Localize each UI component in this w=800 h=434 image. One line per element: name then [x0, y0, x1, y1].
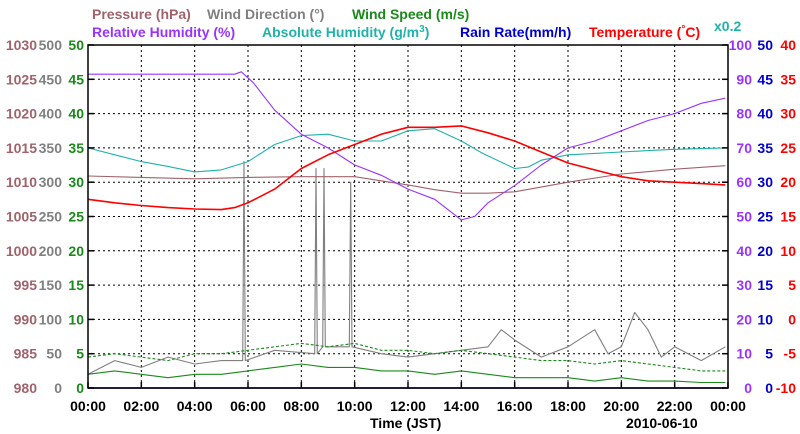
axes-layer: 00:00 02:00 04:00 06:00 08:00 10:00 12:00 14:00…: [6, 37, 796, 414]
legend-wind-speed: Wind Speed (m/s): [352, 6, 469, 22]
y-label-temp: -5: [784, 346, 797, 362]
y-label-rain: 45: [757, 71, 773, 87]
x-tick-label: 12:00: [390, 398, 426, 414]
y-label-wind-dir: 200: [39, 243, 63, 259]
y-label-temp: 5: [788, 277, 796, 293]
grid: [88, 45, 728, 388]
y-label-pressure: 1015: [6, 140, 37, 156]
y-label-rh: 70: [736, 140, 752, 156]
legend-relative-humidity: Relative Humidity (%): [92, 24, 235, 40]
y-label-rh: 100: [729, 37, 753, 53]
y-label-rain: 50: [757, 37, 773, 53]
y-label-rh: 30: [736, 277, 752, 293]
x-tick-label: 00:00: [70, 398, 106, 414]
legend-temperature: Temperature (°C): [589, 24, 700, 40]
y-label-pressure: 990: [14, 311, 38, 327]
series-line-temp: [87, 125, 726, 211]
y-label-wind-dir: 50: [46, 346, 62, 362]
y-label-wind-speed: 15: [68, 277, 84, 293]
date-label: 2010-06-10: [626, 415, 698, 431]
y-label-temp: 40: [780, 37, 796, 53]
y-label-temp: 25: [780, 140, 796, 156]
series-line-wind-dir: [87, 161, 726, 375]
y-label-wind-dir: 400: [39, 106, 63, 122]
x-tick-label: 02:00: [123, 398, 159, 414]
x-tick-label: 08:00: [283, 398, 319, 414]
x-tick-label: 06:00: [230, 398, 266, 414]
y-label-wind-speed: 20: [68, 243, 84, 259]
y-label-rh: 60: [736, 174, 752, 190]
y-label-temp: 0: [788, 311, 796, 327]
series-line-pressure: [87, 165, 726, 194]
y-label-wind-speed: 35: [68, 140, 84, 156]
y-label-pressure: 1010: [6, 174, 37, 190]
y-label-wind-dir: 500: [39, 37, 63, 53]
legend-wind-direction: Wind Direction (°): [207, 6, 324, 22]
y-label-wind-speed: 5: [76, 346, 84, 362]
y-label-temp: 35: [780, 71, 796, 87]
y-label-temp: 30: [780, 106, 796, 122]
y-label-rain: 15: [757, 277, 773, 293]
y-label-rh: 0: [744, 380, 752, 396]
y-label-wind-dir: 100: [39, 311, 63, 327]
x-tick-label: 16:00: [497, 398, 533, 414]
y-label-rain: 40: [757, 106, 773, 122]
y-label-temp: -10: [776, 380, 796, 396]
x-tick-label: 20:00: [603, 398, 639, 414]
y-label-wind-speed: 0: [76, 380, 84, 396]
x-tick-label: 04:00: [177, 398, 213, 414]
y-label-temp: 15: [780, 209, 796, 225]
scale-note: x0.2: [714, 18, 741, 34]
y-label-wind-dir: 350: [39, 140, 63, 156]
y-label-pressure: 980: [14, 380, 38, 396]
y-label-temp: 20: [780, 174, 796, 190]
y-label-wind-dir: 250: [39, 209, 63, 225]
y-label-pressure: 1020: [6, 106, 37, 122]
x-tick-label: 10:00: [337, 398, 373, 414]
legend-rain-rate: Rain Rate(mm/h): [460, 24, 571, 40]
y-label-pressure: 1030: [6, 37, 37, 53]
y-label-rain: 30: [757, 174, 773, 190]
y-label-wind-speed: 25: [68, 209, 84, 225]
y-label-wind-dir: 450: [39, 71, 63, 87]
series-line-ah: [87, 128, 726, 173]
y-label-rh: 20: [736, 311, 752, 327]
y-label-rh: 10: [736, 346, 752, 362]
y-label-wind-speed: 45: [68, 71, 84, 87]
x-tick-label: 14:00: [443, 398, 479, 414]
y-label-wind-speed: 30: [68, 174, 84, 190]
y-label-rain: 0: [765, 380, 773, 396]
y-label-rh: 40: [736, 243, 752, 259]
y-label-rh: 50: [736, 209, 752, 225]
y-label-rain: 25: [757, 209, 773, 225]
y-label-pressure: 1025: [6, 71, 37, 87]
y-label-rain: 20: [757, 243, 773, 259]
y-label-temp: 10: [780, 243, 796, 259]
y-label-wind-dir: 0: [54, 380, 62, 396]
y-label-rh: 90: [736, 71, 752, 87]
y-label-rain: 10: [757, 311, 773, 327]
y-label-pressure: 1005: [6, 209, 37, 225]
y-label-wind-dir: 150: [39, 277, 63, 293]
y-label-rain: 5: [765, 346, 773, 362]
y-label-pressure: 995: [14, 277, 38, 293]
y-label-pressure: 985: [14, 346, 38, 362]
series-line-wind-speed: [87, 363, 726, 384]
y-label-rain: 35: [757, 140, 773, 156]
series-line-rh: [88, 71, 726, 221]
x-tick-label: 18:00: [550, 398, 586, 414]
y-label-wind-dir: 300: [39, 174, 63, 190]
x-axis-title: Time (JST): [370, 415, 441, 431]
y-label-pressure: 1000: [6, 243, 37, 259]
y-label-wind-speed: 10: [68, 311, 84, 327]
y-label-wind-speed: 40: [68, 106, 84, 122]
y-label-wind-speed: 50: [68, 37, 84, 53]
y-label-rh: 80: [736, 106, 752, 122]
legend-pressure: Pressure (hPa): [92, 6, 191, 22]
legend-absolute-humidity: Absolute Humidity (g/m3): [262, 24, 429, 40]
x-tick-label: 00:00: [710, 398, 746, 414]
x-tick-label: 22:00: [657, 398, 693, 414]
